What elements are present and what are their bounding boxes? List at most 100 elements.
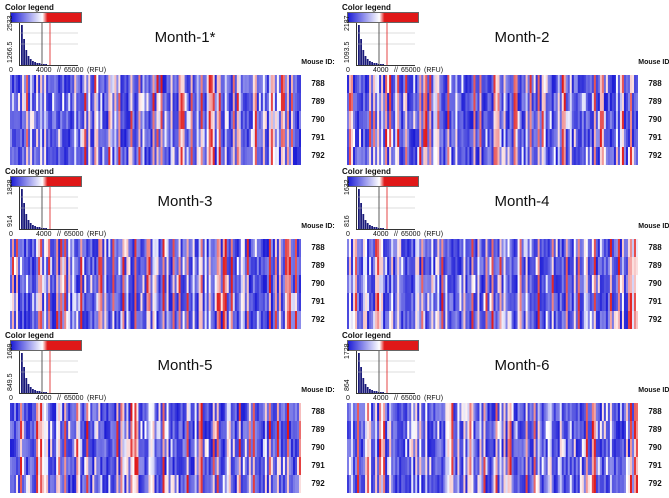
heatmap-cell: [292, 239, 296, 258]
heatmap-cell: [503, 93, 506, 112]
heatmap-cell: [250, 475, 254, 494]
heatmap-cell: [276, 111, 280, 130]
heatmap-cell: [543, 457, 546, 476]
heatmap-cell: [545, 129, 548, 148]
heatmap-cell: [290, 93, 294, 112]
heatmap-cell: [395, 129, 398, 148]
heatmap-cell: [587, 421, 591, 440]
heatmap-cell: [595, 93, 599, 112]
legend-x-max-label: 65000: [401, 67, 421, 74]
heatmap-cell: [545, 239, 548, 258]
heatmap-cell: [62, 257, 65, 276]
heatmap-cell: [451, 311, 454, 330]
heatmap-cell: [547, 75, 550, 94]
heatmap-cell: [365, 75, 368, 94]
heatmap-cell: [136, 293, 139, 312]
heatmap-cell: [162, 457, 165, 476]
heatmap-cell: [294, 421, 298, 440]
heatmap-cell: [144, 475, 147, 494]
heatmap-cell: [373, 439, 376, 458]
heatmap-cell: [347, 457, 350, 476]
heatmap-cell: [232, 421, 236, 440]
heatmap-cell: [383, 147, 386, 166]
heatmap-cell: [166, 75, 169, 94]
heatmap-cell: [401, 147, 404, 166]
heatmap-cell: [553, 403, 557, 422]
legend-x-min-label: 0: [346, 395, 350, 402]
heatmap-cell: [567, 129, 571, 148]
heatmap-cell: [465, 457, 468, 476]
heatmap-cell: [501, 457, 504, 476]
panel-1: Color legend 1266.5 2533 0 4000//65000 (RFU) M…: [5, 3, 335, 167]
heatmap-cell: [623, 257, 627, 276]
heatmap-cell: [599, 475, 603, 494]
histogram-bar: [21, 189, 23, 229]
heatmap-cell: [280, 111, 284, 130]
heatmap-cell: [146, 439, 149, 458]
heatmap-cell: [104, 147, 107, 166]
heatmap-cell: [591, 311, 595, 330]
heatmap-cell: [84, 403, 87, 422]
mouse-id-labels: 788 789 790 791 792: [303, 239, 333, 329]
heatmap-cell: [411, 457, 414, 476]
heatmap-cell: [100, 475, 103, 494]
heatmap-cell: [196, 403, 199, 422]
heatmap-cell: [108, 475, 111, 494]
heatmap-cell: [188, 311, 191, 330]
heatmap-cell: [603, 475, 607, 494]
heatmap-cell: [499, 129, 502, 148]
heatmap-cell: [631, 129, 635, 148]
heatmap-cell: [232, 93, 236, 112]
heatmap-cell: [505, 457, 508, 476]
heatmap-cell: [86, 475, 89, 494]
heatmap-cell: [76, 421, 79, 440]
heatmap-cell: [36, 421, 39, 440]
heatmap-cell: [547, 439, 550, 458]
heatmap-cell: [453, 311, 456, 330]
heatmap-cell: [116, 311, 119, 330]
heatmap-cell: [377, 475, 380, 494]
heatmap-cell: [577, 403, 581, 422]
heatmap-cell: [296, 403, 300, 422]
heatmap-cell: [202, 75, 205, 94]
heatmap-cell: [92, 257, 95, 276]
mouse-id-790: 790: [648, 279, 662, 288]
histogram-bar: [38, 63, 41, 65]
heatmap-cell: [94, 311, 97, 330]
heatmap-cell: [96, 147, 99, 166]
heatmap-cell: [54, 93, 57, 112]
heatmap-cell: [389, 457, 392, 476]
heatmap-cell: [16, 403, 19, 422]
heatmap-cell: [521, 439, 524, 458]
heatmap-cell: [581, 439, 585, 458]
heatmap-cell: [74, 93, 77, 112]
heatmap-cell: [625, 421, 629, 440]
heatmap-cell: [46, 75, 49, 94]
heatmap-cell: [555, 293, 559, 312]
heatmap-cell: [611, 129, 615, 148]
heatmap-cell: [375, 457, 378, 476]
heatmap-cell: [397, 129, 400, 148]
heatmap-cell: [351, 475, 354, 494]
heatmap-cell: [355, 403, 358, 422]
heatmap-cell: [296, 75, 300, 94]
heatmap-cell: [124, 403, 127, 422]
heatmap-cell: [44, 293, 47, 312]
heatmap-cell: [156, 475, 159, 494]
heatmap-cell: [196, 111, 199, 130]
heatmap-cell: [82, 129, 85, 148]
heatmap-cell: [505, 257, 508, 276]
heatmap-cell: [441, 403, 444, 422]
heatmap-cell: [373, 457, 376, 476]
heatmap-cell: [579, 293, 583, 312]
heatmap-cell: [407, 421, 410, 440]
heatmap-cell: [607, 111, 611, 130]
heatmap-cell: [399, 275, 402, 294]
heatmap-cell: [429, 75, 432, 94]
heatmap-cell: [196, 239, 199, 258]
histogram-bar: [371, 226, 373, 229]
heatmap-cell: [395, 421, 398, 440]
heatmap-cell: [148, 475, 151, 494]
heatmap-cell: [455, 311, 458, 330]
heatmap-cell: [493, 129, 496, 148]
